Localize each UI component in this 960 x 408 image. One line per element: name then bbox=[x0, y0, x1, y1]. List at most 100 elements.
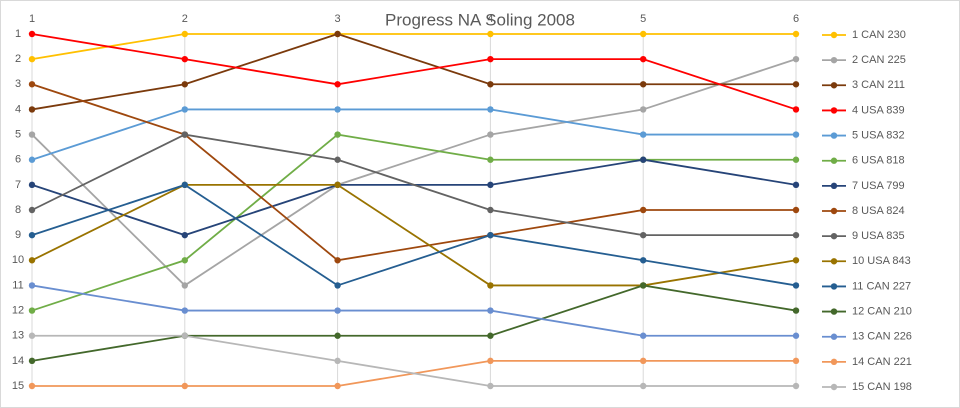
legend-marker bbox=[830, 157, 838, 164]
point bbox=[487, 156, 494, 163]
point bbox=[640, 231, 647, 239]
y-tick-label: 7 bbox=[15, 179, 21, 191]
point bbox=[487, 55, 494, 63]
series-line bbox=[31, 83, 796, 262]
point bbox=[792, 181, 800, 189]
y-tick-label: 13 bbox=[12, 330, 24, 342]
point bbox=[28, 332, 36, 339]
point bbox=[487, 231, 494, 239]
point bbox=[487, 131, 494, 138]
point bbox=[640, 206, 647, 214]
legend-label: 5 USA 832 bbox=[852, 129, 905, 141]
legend-label: 15 CAN 198 bbox=[852, 381, 912, 393]
point bbox=[181, 181, 188, 189]
point bbox=[28, 257, 36, 264]
legend-label: 3 CAN 211 bbox=[852, 79, 905, 91]
point bbox=[640, 282, 647, 289]
legend-marker bbox=[830, 333, 838, 340]
series-line bbox=[31, 133, 796, 237]
point bbox=[334, 257, 341, 264]
legend-marker bbox=[830, 283, 838, 290]
point bbox=[487, 181, 494, 189]
legend-marker bbox=[830, 358, 838, 366]
point bbox=[181, 382, 188, 390]
point bbox=[28, 81, 36, 88]
point bbox=[792, 131, 800, 138]
point bbox=[28, 206, 36, 214]
legend-label: 11 CAN 227 bbox=[852, 280, 911, 292]
y-tick-label: 9 bbox=[15, 229, 21, 241]
y-tick-label: 15 bbox=[12, 380, 24, 392]
point bbox=[487, 106, 494, 113]
point bbox=[334, 357, 341, 365]
point bbox=[28, 131, 36, 138]
legend-marker bbox=[830, 258, 838, 265]
point bbox=[181, 81, 188, 88]
point bbox=[792, 55, 800, 63]
point bbox=[792, 156, 800, 163]
legend-marker bbox=[830, 107, 838, 114]
legend-marker bbox=[830, 383, 838, 391]
series-line bbox=[32, 334, 796, 387]
legend-label: 6 USA 818 bbox=[852, 155, 905, 167]
point bbox=[487, 206, 494, 214]
legend: 1 CAN 230 2 CAN 225 3 CAN 211 4 USA 839 5 US… bbox=[822, 29, 912, 393]
point bbox=[334, 282, 341, 289]
point bbox=[28, 106, 36, 113]
series-line bbox=[31, 133, 796, 312]
point bbox=[28, 357, 36, 365]
point bbox=[334, 131, 341, 138]
series-line bbox=[31, 33, 796, 61]
y-tick-label: 8 bbox=[15, 204, 21, 216]
point bbox=[181, 282, 188, 289]
point bbox=[487, 382, 494, 390]
legend-label: 8 USA 824 bbox=[852, 205, 905, 217]
point bbox=[181, 231, 188, 239]
point bbox=[334, 307, 341, 314]
point bbox=[181, 257, 188, 264]
legend-label: 10 USA 843 bbox=[852, 255, 911, 267]
legend-label: 1 CAN 230 bbox=[852, 29, 906, 41]
legend-label: 2 CAN 225 bbox=[852, 54, 906, 66]
x-tick-label: 6 bbox=[793, 13, 799, 25]
y-tick-label: 11 bbox=[12, 279, 23, 291]
point bbox=[334, 382, 341, 390]
point bbox=[28, 382, 36, 390]
point bbox=[792, 81, 800, 88]
point bbox=[792, 282, 800, 289]
point bbox=[28, 231, 36, 239]
x-tick-label: 5 bbox=[640, 13, 646, 25]
point bbox=[334, 81, 341, 88]
point bbox=[792, 257, 800, 264]
y-tick-label: 4 bbox=[15, 103, 21, 115]
legend-marker bbox=[830, 82, 838, 89]
point bbox=[640, 257, 647, 264]
point bbox=[792, 382, 800, 390]
point bbox=[181, 106, 188, 113]
point bbox=[792, 307, 800, 314]
point bbox=[640, 357, 647, 365]
point bbox=[792, 332, 800, 339]
point bbox=[487, 81, 494, 88]
point bbox=[28, 181, 36, 189]
point bbox=[487, 332, 494, 339]
point bbox=[181, 307, 188, 314]
series-line bbox=[31, 33, 797, 111]
x-tick-label: 1 bbox=[29, 13, 35, 25]
series-line bbox=[31, 284, 796, 337]
legend-marker bbox=[830, 31, 838, 39]
point bbox=[792, 106, 800, 113]
point bbox=[181, 131, 188, 138]
point bbox=[334, 181, 341, 189]
point bbox=[334, 156, 341, 163]
x-tick-label: 2 bbox=[182, 13, 188, 25]
point bbox=[28, 30, 36, 38]
legend-label: 12 CAN 210 bbox=[852, 305, 912, 317]
point bbox=[181, 30, 188, 38]
x-tick-label: 3 bbox=[335, 13, 341, 25]
point bbox=[28, 55, 36, 63]
series-line bbox=[31, 183, 797, 287]
point bbox=[640, 55, 647, 63]
point bbox=[640, 81, 647, 88]
